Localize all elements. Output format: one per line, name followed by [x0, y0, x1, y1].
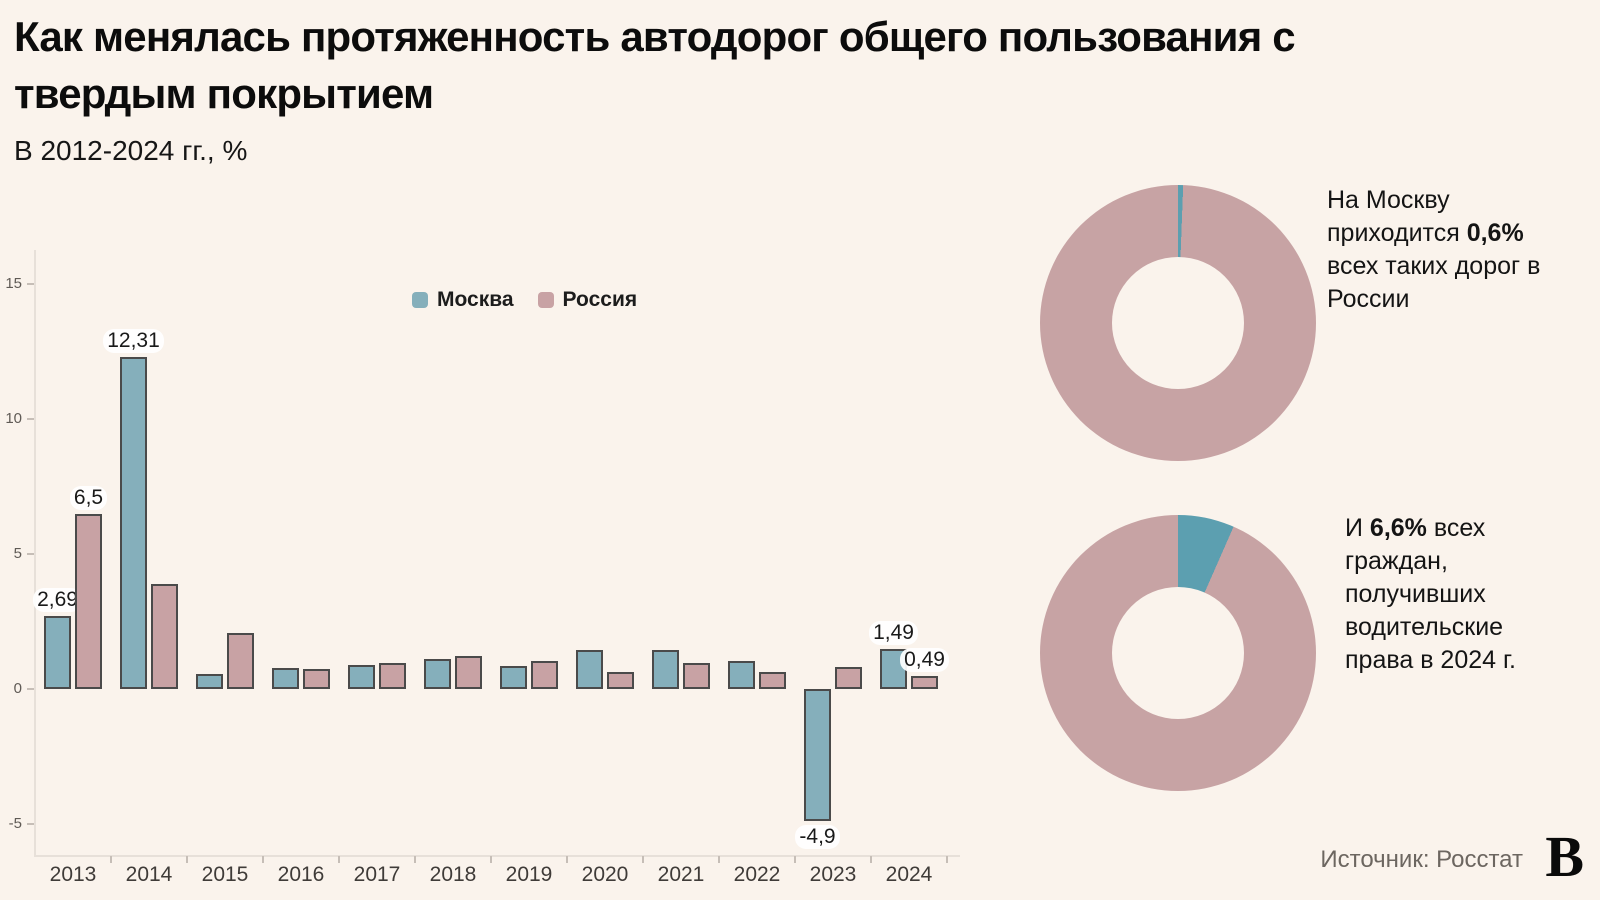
page-title: Как менялась протяженность автодорог общ…: [14, 8, 1296, 122]
bar-russia-2024: [911, 675, 938, 689]
bar-moscow-2021: [652, 649, 679, 689]
bar-moscow-2016: [272, 667, 299, 689]
annotation-licenses-suffix: всех граждан, получивших водительские пр…: [1345, 514, 1516, 674]
x-tick-mark-5: [414, 856, 416, 863]
x-axis-line: [34, 855, 960, 857]
x-tick-mark-3: [262, 856, 264, 863]
bar-moscow-2023: [804, 689, 831, 822]
legend-item-russia: Россия: [537, 288, 638, 312]
x-tick-mark-12: [946, 856, 948, 863]
bar-moscow-2015: [196, 674, 223, 689]
bar-russia-2020: [607, 672, 634, 689]
x-year-label-2024: 2024: [885, 863, 933, 886]
annotation-roads-value: 0,6%: [1466, 219, 1524, 247]
source-credit: Источник: Росстат: [1320, 846, 1523, 873]
annotation-licenses-value: 6,6%: [1369, 514, 1427, 542]
bar-value-label-moscow-2023: -4,9: [763, 825, 873, 850]
bar-value-text: 12,31: [103, 328, 164, 353]
x-year-label-2016: 2016: [277, 863, 325, 886]
bar-russia-2015: [227, 633, 254, 689]
x-tick-mark-6: [490, 856, 492, 863]
bar-moscow-2022: [728, 660, 755, 689]
bar-russia-2021: [683, 663, 710, 689]
bar-value-text: 0,49: [900, 647, 949, 672]
x-year-label-2013: 2013: [49, 863, 97, 886]
x-tick-mark-9: [718, 856, 720, 863]
bar-value-label-moscow-2024: 1,49: [839, 620, 949, 645]
y-tick-label-5: 5: [13, 545, 22, 562]
bar-moscow-2013: [44, 616, 71, 689]
legend-label-russia: Россия: [562, 288, 638, 311]
y-tick-mark--5: [27, 823, 34, 825]
x-year-label-2017: 2017: [353, 863, 401, 886]
bar-moscow-2014: [120, 356, 147, 689]
donut-chart-roads-share: [1040, 185, 1316, 461]
y-tick-mark-0: [27, 688, 34, 690]
vedomosti-logo: В: [1545, 824, 1584, 889]
x-tick-mark-8: [642, 856, 644, 863]
annotation-roads-share: На Москву приходится 0,6% всех таких дор…: [1327, 184, 1567, 316]
bar-russia-2014: [151, 583, 178, 689]
x-tick-mark-2: [186, 856, 188, 863]
y-tick-label-10: 10: [5, 410, 22, 427]
bar-moscow-2020: [576, 649, 603, 689]
chart-legend: Москва Россия: [412, 288, 637, 312]
bar-value-text: 6,5: [69, 485, 108, 510]
y-tick-mark-10: [27, 418, 34, 420]
bar-russia-2016: [303, 669, 330, 689]
x-year-label-2018: 2018: [429, 863, 477, 886]
bar-value-text: 2,69: [33, 588, 82, 613]
bar-russia-2023: [835, 666, 862, 689]
bar-russia-2017: [379, 663, 406, 689]
donut-chart-licenses-share: [1040, 515, 1316, 791]
bar-value-label-russia-2013: 6,5: [34, 485, 144, 510]
y-tick-label-0: 0: [13, 680, 22, 697]
bar-value-label-moscow-2013: 2,69: [3, 588, 113, 613]
x-tick-mark-7: [566, 856, 568, 863]
annotation-licenses-prefix: И: [1345, 514, 1370, 542]
bar-value-text: 1,49: [869, 620, 918, 645]
annotation-roads-suffix: всех таких дорог в России: [1327, 252, 1541, 313]
annotation-licenses-share: И 6,6% всех граждан, получивших водитель…: [1345, 512, 1550, 677]
y-tick-mark-5: [27, 553, 34, 555]
x-tick-mark-11: [870, 856, 872, 863]
bar-russia-2013: [75, 513, 102, 689]
x-year-label-2023: 2023: [809, 863, 857, 886]
x-axis: 2013 2014 2015 2016 2017 2018 2019 2020 2021 2022…: [34, 856, 960, 900]
y-axis-line: [34, 250, 36, 856]
bar-russia-2022: [759, 672, 786, 689]
bar-moscow-2017: [348, 664, 375, 689]
page-subtitle: В 2012-2024 гг., %: [14, 135, 248, 166]
y-tick-mark-15: [27, 283, 34, 285]
page-title-line2: твердым покрытием: [14, 70, 434, 117]
x-tick-mark-4: [338, 856, 340, 863]
x-year-label-2021: 2021: [657, 863, 705, 886]
legend-swatch-russia: [537, 292, 554, 308]
bar-value-text: -4,9: [795, 825, 840, 850]
x-tick-mark-1: [110, 856, 112, 863]
bar-russia-2018: [455, 655, 482, 689]
y-tick-label--5: -5: [8, 815, 22, 832]
annotation-roads-prefix: На Москву приходится: [1327, 186, 1467, 247]
y-axis: 15 10 5 0 -5: [0, 250, 34, 856]
x-year-label-2020: 2020: [581, 863, 629, 886]
bar-russia-2019: [531, 660, 558, 689]
bar-moscow-2019: [500, 666, 527, 689]
legend-item-moscow: Москва: [412, 288, 514, 312]
bar-value-label-russia-2024: 0,49: [870, 647, 980, 672]
x-year-label-2015: 2015: [201, 863, 249, 886]
page-title-line1: Как менялась протяженность автодорог общ…: [14, 13, 1296, 60]
bar-chart-plot-area: 2,69 6,5 12,31 -4,9 1,49 0,49: [33, 250, 960, 855]
x-tick-mark-10: [794, 856, 796, 863]
x-year-label-2019: 2019: [505, 863, 553, 886]
bar-value-label-moscow-2014: 12,31: [79, 328, 189, 353]
legend-swatch-moscow: [412, 292, 428, 308]
x-year-label-2014: 2014: [125, 863, 173, 886]
bar-moscow-2018: [424, 659, 451, 689]
x-year-label-2022: 2022: [733, 863, 781, 886]
legend-label-moscow: Москва: [437, 288, 514, 311]
y-tick-label-15: 15: [5, 275, 22, 292]
